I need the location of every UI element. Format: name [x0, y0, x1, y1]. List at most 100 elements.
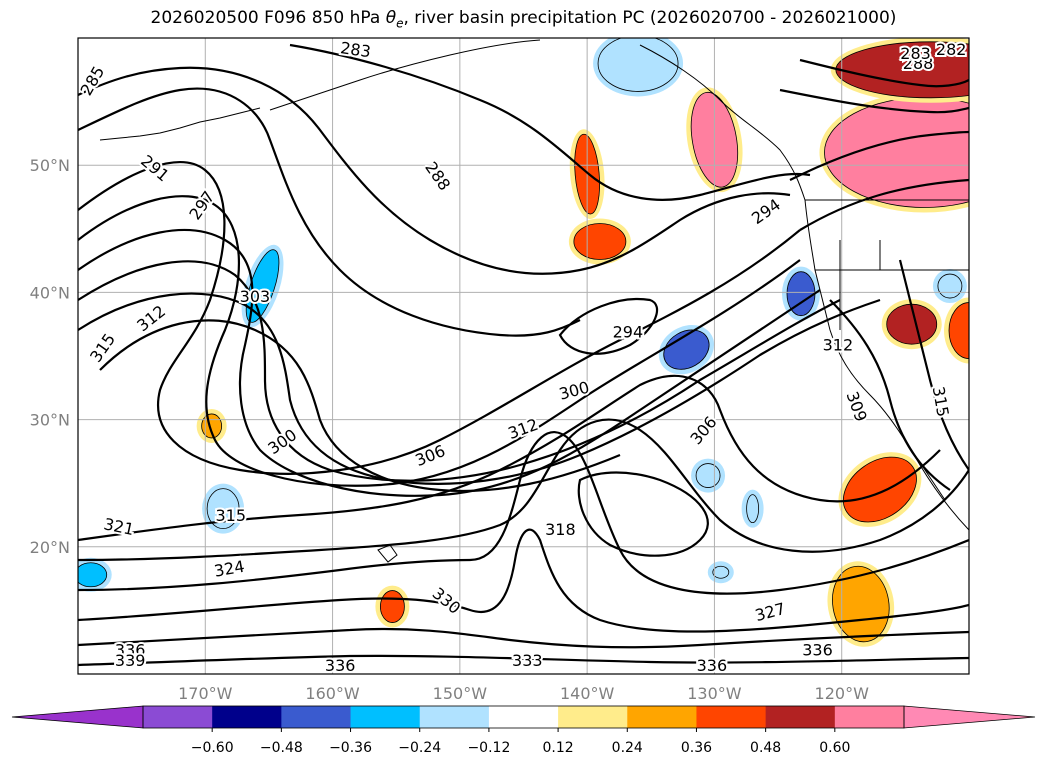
title-suffix: , river basin precipitation PC (20260207…: [403, 8, 897, 28]
map-frame: [77, 37, 970, 675]
title-subscript: e: [396, 16, 404, 31]
colorbar-segment: [765, 706, 836, 728]
island-hawaii: [377, 544, 398, 563]
colorbar-segment: [558, 706, 628, 728]
contour-label: 336: [697, 656, 728, 675]
colorbar-segment: [281, 706, 352, 728]
contour-line: [779, 88, 969, 114]
precip-blob: [573, 223, 627, 260]
contour-line: [78, 431, 969, 595]
contour-line: [789, 130, 969, 181]
colorbar-tick-label: 0.24: [612, 740, 643, 756]
colorbar-tick-label: 0.48: [750, 740, 781, 756]
contour-label: 315: [215, 506, 246, 525]
contour-label: 333: [512, 651, 543, 670]
colorbar-segment: [143, 706, 213, 728]
contour-line: [99, 319, 621, 493]
precip-blob: [206, 488, 240, 530]
graticule: [78, 38, 969, 674]
lat-tick-label: 20°N: [30, 538, 70, 557]
contour-label: 339: [115, 651, 146, 670]
contour-line: [78, 418, 969, 562]
contour-line: [78, 627, 969, 649]
coastline-aleutians: [99, 107, 261, 141]
precip-blob: [712, 565, 730, 579]
colorbar-segment: [834, 706, 905, 728]
precip-blob: [695, 463, 721, 488]
contour-label: 283: [339, 38, 372, 61]
colorbar-tick-label: 0.36: [681, 740, 712, 756]
axis-ticks: 170°W 160°W 150°W 140°W 130°W 120°W 20°N 30°N 40…: [30, 156, 869, 703]
colorbar-tick-label: −0.24: [398, 740, 441, 756]
contour-line: [78, 654, 969, 667]
contour-label: 303: [240, 287, 271, 306]
precip-blob: [78, 562, 108, 588]
contour-line: [799, 58, 969, 88]
precip-blob: [597, 38, 679, 92]
contour-label: 288: [903, 54, 934, 73]
contour-line: [799, 178, 969, 231]
state-border: [805, 199, 969, 330]
colorbar-over-arrow: [903, 705, 1036, 729]
contour-line: [78, 228, 821, 497]
contour-line: [78, 161, 801, 475]
contour-line: [289, 43, 811, 201]
contour-line: [78, 528, 969, 633]
colorbar-tick-label: 0.12: [543, 740, 574, 756]
colorbar: −0.60 −0.48 −0.36 −0.24 −0.12 0.12 0.24 0.36 0.4…: [11, 705, 1036, 756]
contour-label: 336: [325, 656, 356, 675]
theta-e-contours: [78, 43, 969, 667]
colorbar-segment: [212, 706, 282, 728]
precip-blob: [937, 273, 963, 299]
colorbar-tick-label: −0.60: [191, 740, 234, 756]
colorbar-segment: [419, 706, 490, 728]
precip-blob: [948, 302, 969, 359]
colorbar-segment: [350, 706, 421, 728]
lat-tick-label: 30°N: [30, 411, 70, 430]
precip-blob: [843, 456, 917, 523]
colorbar-segment: [627, 706, 697, 728]
colorbar-tick-label: −0.12: [467, 740, 510, 756]
precip-blob: [832, 565, 890, 643]
contour-label: 312: [823, 335, 854, 354]
colorbar-under-arrow: [11, 705, 144, 729]
lon-tick-label: 160°W: [305, 684, 360, 703]
contour-line: [577, 471, 709, 557]
colorbar-tick-label: 0.60: [819, 740, 850, 756]
coastline-baja: [889, 399, 946, 501]
lon-tick-label: 130°W: [687, 684, 742, 703]
precip-blob: [663, 329, 710, 370]
contour-line: [898, 259, 969, 471]
precip-blob: [379, 590, 405, 623]
lon-tick-label: 170°W: [178, 684, 233, 703]
contour-line: [558, 298, 659, 355]
coastline-alaska: [269, 39, 541, 111]
colorbar-segment: [488, 706, 559, 728]
map-background: [78, 38, 969, 674]
contour-label: 294: [613, 323, 644, 342]
lat-tick-label: 40°N: [30, 283, 70, 302]
contour-line: [78, 66, 791, 275]
lat-tick-label: 50°N: [30, 156, 70, 175]
lon-tick-label: 140°W: [560, 684, 615, 703]
precip-blob: [746, 494, 760, 524]
colorbar-frame: [142, 705, 905, 729]
contour-label: 336: [115, 641, 146, 660]
contour-label: 318: [545, 520, 576, 539]
contour-line: [78, 260, 841, 482]
colorbar-tick-label: −0.36: [329, 740, 372, 756]
lon-tick-label: 120°W: [815, 684, 870, 703]
title-theta-symbol: θ: [385, 8, 397, 28]
contour-label: 282: [936, 40, 967, 59]
title-prefix: 2026020500 F096 850 hPa: [150, 8, 386, 28]
contour-line: [78, 87, 581, 337]
lon-tick-label: 150°W: [433, 684, 488, 703]
contour-line: [78, 195, 801, 487]
chart-title: 2026020500 F096 850 hPa θe, river basin …: [0, 8, 1047, 30]
contour-line: [78, 292, 881, 485]
contour-line: [78, 374, 941, 542]
coastlines: [99, 39, 969, 563]
colorbar-segment: [696, 706, 767, 728]
contour-label: 336: [802, 641, 833, 660]
